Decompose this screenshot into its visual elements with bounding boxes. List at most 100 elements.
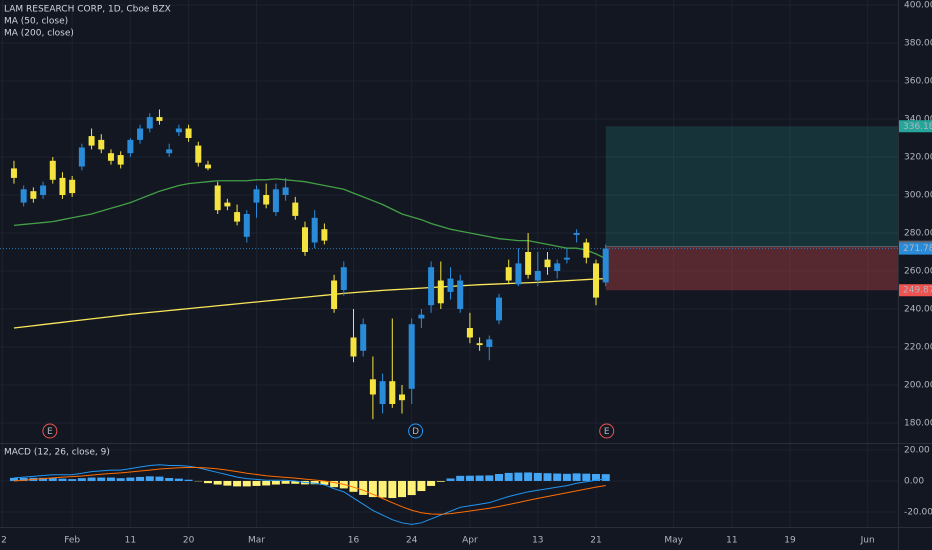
candle-body xyxy=(146,117,153,129)
candle-body xyxy=(253,189,260,203)
profit-zone xyxy=(605,126,898,247)
histogram-bar xyxy=(543,473,552,481)
price-label-box xyxy=(899,120,932,133)
candle-body xyxy=(534,270,541,281)
x-tick-label: 11 xyxy=(125,536,136,546)
candle-body xyxy=(107,153,114,161)
price-label: 336.18 xyxy=(903,122,932,132)
histogram-bar xyxy=(281,480,290,484)
x-tick-label: 19 xyxy=(784,536,796,546)
histogram-bar xyxy=(330,480,339,488)
candle-body xyxy=(331,280,338,309)
event-marker xyxy=(599,423,615,439)
candle-body xyxy=(389,381,396,404)
histogram-bar xyxy=(106,477,115,481)
histogram-bar xyxy=(504,472,513,481)
histogram-bar xyxy=(9,477,18,481)
histogram-bar xyxy=(203,480,212,484)
candle-body xyxy=(408,324,415,389)
macd-line xyxy=(13,466,606,515)
candle-body xyxy=(292,202,299,216)
x-tick-label: 13 xyxy=(532,536,543,546)
event-marker xyxy=(408,423,424,439)
candle-body xyxy=(515,263,522,285)
x-tick-label: 21 xyxy=(590,536,601,546)
histogram-bar xyxy=(446,478,455,481)
histogram-bar xyxy=(126,477,135,481)
candle-body xyxy=(272,189,279,213)
y-tick-label: 200.00 xyxy=(904,380,932,390)
y-tick-label: 240.00 xyxy=(904,304,932,314)
event-label: E xyxy=(604,427,610,437)
histogram-bar xyxy=(262,480,271,486)
histogram-bar xyxy=(310,480,319,485)
candle-body xyxy=(69,179,76,194)
y-tick-label: 400.00 xyxy=(904,0,932,10)
x-tick-label: 16 xyxy=(348,536,360,546)
histogram-bar xyxy=(223,480,232,486)
candle-body xyxy=(593,263,600,298)
event-label: E xyxy=(47,427,53,437)
x-tick-label: 11 xyxy=(726,536,737,546)
histogram-bar xyxy=(465,475,474,481)
candle-body xyxy=(476,343,483,346)
chart-title: LAM RESEARCH CORP, 1D, Cboe BZX xyxy=(4,5,171,15)
histogram-bar xyxy=(475,475,484,481)
candle-body xyxy=(379,381,386,404)
candle-body xyxy=(398,394,405,401)
candle-body xyxy=(437,280,444,304)
macd-line xyxy=(13,464,606,525)
x-tick-label: Mar xyxy=(248,536,265,546)
loss-zone xyxy=(605,246,898,291)
candle-body xyxy=(214,185,221,211)
histogram-bar xyxy=(553,473,562,481)
histogram-bar xyxy=(388,480,397,499)
histogram-bar xyxy=(407,480,416,496)
legend-entry: MA (50, close) xyxy=(4,17,68,27)
candle-body xyxy=(583,242,590,258)
histogram-bar xyxy=(174,478,183,481)
candle-body xyxy=(360,324,367,351)
candle-body xyxy=(137,128,144,140)
candle-body xyxy=(195,145,202,163)
candle-body xyxy=(573,232,580,235)
candle-body xyxy=(282,187,289,195)
candle-body xyxy=(185,128,192,138)
candle-body xyxy=(10,168,17,178)
candle-body xyxy=(563,257,570,260)
histogram-bar xyxy=(524,472,533,481)
candle-body xyxy=(505,267,512,281)
plot-layer: 2 Feb 11 20 Mar 16 24 Apr 13 21 May 11 19 Jun E D E xyxy=(0,0,898,546)
candle-body xyxy=(224,202,231,207)
candle-body xyxy=(204,164,211,169)
x-tick-label: Feb xyxy=(64,536,80,546)
candle-body xyxy=(263,194,270,205)
histogram-bar xyxy=(368,480,377,498)
candle-body xyxy=(602,248,609,283)
candle-body xyxy=(544,259,551,268)
histogram-bar xyxy=(456,475,465,481)
histogram-bar xyxy=(601,474,610,481)
moving-average xyxy=(13,277,606,329)
candle-body xyxy=(78,147,85,167)
histogram-bar xyxy=(242,480,251,487)
event-label: D xyxy=(412,427,419,437)
y-tick-label: 360.00 xyxy=(904,76,932,86)
candle-body xyxy=(321,229,328,241)
histogram-bar xyxy=(417,480,426,492)
candle-body xyxy=(243,213,250,237)
candle-body xyxy=(311,217,318,243)
histogram-bar xyxy=(48,477,57,481)
histogram-bar xyxy=(533,472,542,481)
candle-body xyxy=(340,267,347,290)
x-tick-label: 24 xyxy=(406,536,418,546)
y-tick-label: -20.00 xyxy=(904,507,932,517)
y-tick-label: 260.00 xyxy=(904,266,932,276)
histogram-bar xyxy=(349,480,358,492)
candle-body xyxy=(457,280,464,309)
histogram-bar xyxy=(19,477,28,481)
histogram-bar xyxy=(397,480,406,498)
legend-entry: MA (200, close) xyxy=(4,29,74,39)
candle-body xyxy=(428,267,435,306)
candle-body xyxy=(350,337,357,357)
